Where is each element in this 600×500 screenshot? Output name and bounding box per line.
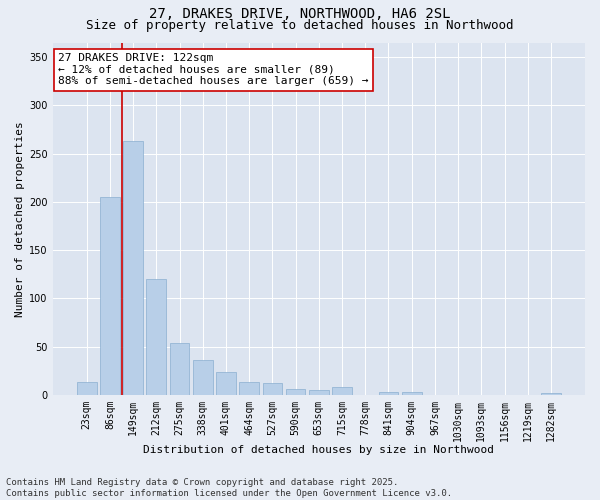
Bar — [170, 342, 190, 395]
Bar — [263, 384, 282, 395]
Bar — [216, 372, 236, 395]
X-axis label: Distribution of detached houses by size in Northwood: Distribution of detached houses by size … — [143, 445, 494, 455]
Text: Contains HM Land Registry data © Crown copyright and database right 2025.
Contai: Contains HM Land Registry data © Crown c… — [6, 478, 452, 498]
Bar — [541, 393, 561, 395]
Bar — [309, 390, 329, 395]
Text: Size of property relative to detached houses in Northwood: Size of property relative to detached ho… — [86, 18, 514, 32]
Bar — [239, 382, 259, 395]
Y-axis label: Number of detached properties: Number of detached properties — [15, 121, 25, 316]
Bar — [146, 279, 166, 395]
Bar — [286, 389, 305, 395]
Bar — [77, 382, 97, 395]
Bar — [123, 141, 143, 395]
Bar — [193, 360, 212, 395]
Bar — [332, 387, 352, 395]
Text: 27, DRAKES DRIVE, NORTHWOOD, HA6 2SL: 27, DRAKES DRIVE, NORTHWOOD, HA6 2SL — [149, 8, 451, 22]
Bar — [379, 392, 398, 395]
Bar — [100, 197, 120, 395]
Bar — [402, 392, 422, 395]
Text: 27 DRAKES DRIVE: 122sqm
← 12% of detached houses are smaller (89)
88% of semi-de: 27 DRAKES DRIVE: 122sqm ← 12% of detache… — [58, 53, 368, 86]
